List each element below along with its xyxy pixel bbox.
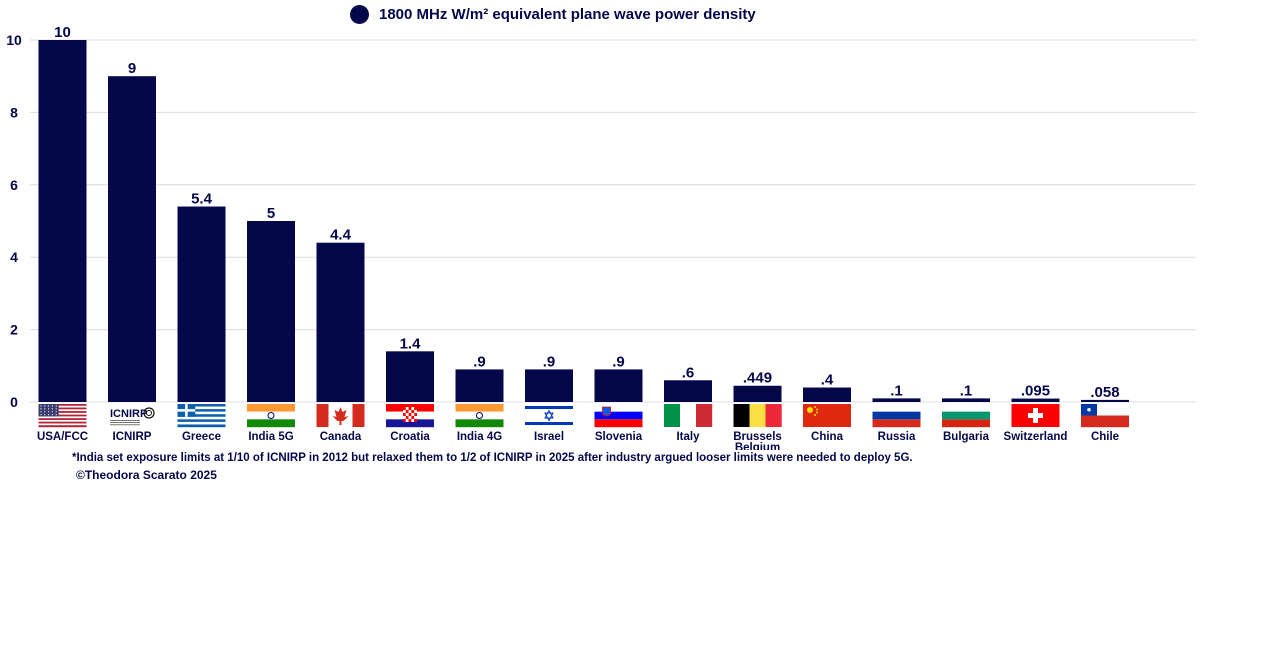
bar-croatia	[386, 351, 434, 402]
data-label: 5.4	[191, 191, 213, 208]
x-tick-label: Brussels	[733, 431, 782, 443]
x-tick-label: Canada	[320, 431, 362, 443]
slovenia-flag-icon	[594, 404, 643, 428]
bar-india-5g	[247, 221, 295, 402]
belgium-flag-icon	[733, 404, 782, 427]
israel-flag-icon	[525, 404, 573, 427]
data-label: .9	[543, 353, 556, 370]
data-label: 1.4	[400, 335, 422, 352]
switzerland-flag-icon	[1011, 404, 1060, 427]
data-label: 5	[267, 205, 275, 222]
x-tick-label: Italy	[676, 431, 700, 443]
italy-flag-icon	[664, 404, 713, 427]
china-flag-icon	[803, 404, 851, 427]
data-label: .1	[890, 382, 903, 399]
bar-russia	[872, 398, 921, 402]
y-tick-label: 0	[10, 394, 18, 410]
y-tick-label: 10	[6, 32, 22, 48]
data-label: 4.4	[330, 227, 352, 244]
bar-chart: 0 2 4 6 8 10 10 USA/FCC 9 ICNIRP ICNIRP 5.4 Greece 5 I…	[6, 24, 1196, 450]
bar-switzerland	[1011, 398, 1060, 402]
y-tick-label: 4	[10, 249, 18, 265]
data-label: .4	[821, 372, 834, 389]
x-tick-label: India 5G	[248, 431, 293, 443]
usa-flag-icon	[38, 404, 87, 428]
x-tick-label: Israel	[534, 431, 564, 443]
x-tick-label: China	[811, 431, 844, 443]
copyright: ©Theodora Scarato 2025	[76, 468, 217, 482]
x-tick-label: Switzerland	[1004, 431, 1068, 443]
bar-brussels-belgium	[733, 385, 782, 402]
x-tick-label: India 4G	[457, 431, 502, 443]
icnirp-logo-icon: ICNIRP	[108, 404, 156, 427]
data-label: .9	[473, 353, 486, 370]
india-flag-icon	[455, 404, 504, 428]
bulgaria-flag-icon	[942, 404, 990, 428]
x-tick-label: Chile	[1091, 431, 1119, 443]
india-flag-icon	[247, 404, 295, 428]
legend-label: 1800 MHz W/m² equivalent plane wave powe…	[379, 5, 756, 23]
x-tick-label: Bulgaria	[943, 431, 990, 443]
footnote: *India set exposure limits at 1/10 of IC…	[72, 452, 913, 464]
croatia-flag-icon	[386, 404, 434, 428]
data-label: .9	[612, 353, 625, 370]
bar-chile	[1081, 399, 1129, 402]
greece-flag-icon	[177, 404, 226, 428]
bar-bulgaria	[942, 398, 990, 402]
x-tick-label: USA/FCC	[37, 431, 88, 443]
bar-israel	[525, 369, 573, 402]
data-label: .058	[1090, 384, 1119, 401]
bar-usa-fcc	[38, 40, 87, 402]
y-tick-label: 6	[10, 177, 18, 193]
bar-icnirp	[108, 76, 156, 402]
chart-legend: 1800 MHz W/m² equivalent plane wave powe…	[350, 4, 756, 24]
data-label: 10	[54, 24, 71, 41]
data-label: .095	[1021, 383, 1050, 400]
bar-china	[803, 387, 851, 402]
x-tick-label: Greece	[182, 431, 221, 443]
bar-slovenia	[594, 369, 643, 402]
chile-flag-icon	[1081, 404, 1129, 428]
y-tick-label: 2	[10, 322, 18, 338]
canada-flag-icon	[316, 404, 365, 427]
data-label: 9	[128, 60, 136, 77]
data-label: .1	[960, 382, 973, 399]
bar-italy	[664, 380, 712, 402]
icnirp-logo-text: ICNIRP	[110, 408, 147, 420]
x-tick-label: Russia	[878, 431, 916, 443]
x-tick-label: Slovenia	[595, 431, 643, 443]
data-label: .449	[743, 370, 772, 387]
bar-canada	[316, 242, 365, 402]
bar-india-4g	[455, 369, 504, 402]
russia-flag-icon	[872, 404, 921, 428]
data-label: .6	[682, 364, 695, 381]
x-tick-label: Belgium	[735, 442, 780, 450]
x-tick-label: ICNIRP	[113, 431, 152, 443]
x-tick-label: Croatia	[390, 431, 430, 443]
y-tick-label: 8	[10, 104, 18, 120]
legend-marker	[350, 4, 369, 24]
bar-greece	[177, 206, 226, 402]
